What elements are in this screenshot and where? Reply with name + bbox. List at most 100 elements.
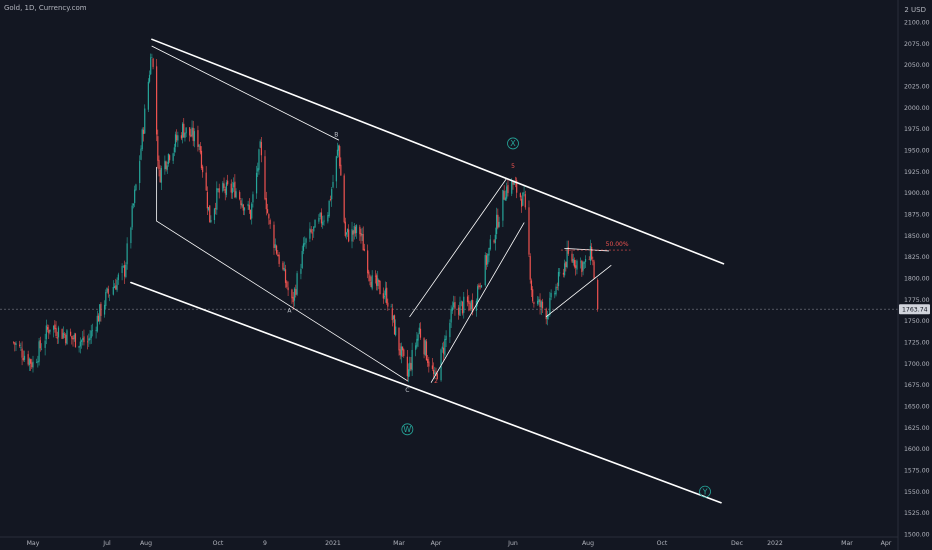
trendline[interactable] bbox=[564, 247, 610, 252]
candle-body bbox=[319, 212, 321, 217]
candle-body bbox=[278, 254, 280, 264]
last-price-value: 1763.74 bbox=[902, 307, 928, 314]
candle-body bbox=[231, 188, 234, 194]
candle-body bbox=[378, 279, 380, 282]
candle-body bbox=[376, 275, 378, 286]
candle-body bbox=[345, 232, 348, 235]
candle-body bbox=[148, 74, 151, 82]
candle-body bbox=[19, 344, 21, 346]
candle-body bbox=[513, 182, 515, 185]
candle-body bbox=[472, 300, 474, 313]
candle-body bbox=[320, 212, 323, 224]
candle-body bbox=[393, 315, 396, 335]
candle-body bbox=[419, 328, 422, 338]
price-tick-label: 1825.00 bbox=[904, 254, 930, 261]
candle-body bbox=[62, 332, 64, 338]
candle-body bbox=[352, 230, 354, 235]
candle-body bbox=[475, 300, 477, 311]
candle-body bbox=[164, 160, 166, 170]
candle-body bbox=[301, 250, 303, 269]
candle-body bbox=[346, 228, 349, 233]
candle-body bbox=[318, 217, 320, 222]
candle-body bbox=[269, 220, 271, 225]
candle-body bbox=[105, 292, 107, 306]
candle-body bbox=[97, 315, 100, 322]
candle-body bbox=[593, 261, 595, 279]
wave-label: C bbox=[405, 387, 409, 394]
candle-body bbox=[411, 349, 413, 371]
candle-body bbox=[181, 123, 184, 138]
candle-body bbox=[103, 304, 106, 315]
price-tick-label: 1700.00 bbox=[904, 361, 930, 368]
candle-body bbox=[431, 365, 434, 369]
trendline[interactable] bbox=[430, 222, 525, 383]
candle-body bbox=[566, 248, 568, 268]
candle-body bbox=[39, 340, 41, 349]
candle-body bbox=[55, 328, 57, 337]
candle-body bbox=[176, 135, 178, 141]
candle-body bbox=[554, 293, 556, 295]
candle-body bbox=[478, 284, 480, 288]
candle-body bbox=[89, 337, 91, 340]
price-tick-label: 1925.00 bbox=[904, 169, 930, 176]
chart-title: Gold, 1D, Currency.com bbox=[4, 4, 87, 12]
wave-circle-label: Y bbox=[702, 487, 708, 496]
trendline[interactable] bbox=[409, 178, 508, 318]
trendline[interactable] bbox=[130, 281, 722, 504]
candle-body bbox=[369, 275, 371, 282]
candle-body bbox=[493, 240, 495, 243]
candle-body bbox=[45, 325, 47, 340]
candle-body bbox=[277, 254, 279, 257]
trendline[interactable] bbox=[151, 45, 339, 141]
candle-body bbox=[556, 286, 558, 288]
candle-body bbox=[502, 189, 504, 221]
candle-body bbox=[235, 191, 237, 198]
candle-body bbox=[158, 159, 160, 170]
wave-circle bbox=[699, 485, 711, 498]
candle-body bbox=[337, 145, 340, 151]
candle-body bbox=[217, 189, 219, 190]
candle-body bbox=[227, 180, 229, 185]
candle-body bbox=[61, 329, 63, 339]
price-tick-label: 1650.00 bbox=[904, 403, 930, 410]
trendline[interactable] bbox=[151, 38, 725, 265]
candle-body bbox=[157, 136, 159, 161]
candle-body bbox=[95, 330, 97, 331]
price-axis[interactable]: 1500.00 1525.00 1550.00 1575.00 1600.00 1625.… bbox=[897, 0, 930, 550]
candle-body bbox=[215, 208, 217, 210]
candle-body bbox=[185, 127, 187, 134]
candle-body bbox=[180, 135, 183, 139]
price-tick-label: 1600.00 bbox=[904, 446, 930, 453]
candle-body bbox=[583, 262, 585, 264]
trendline[interactable] bbox=[545, 265, 612, 318]
candle-body bbox=[529, 256, 531, 280]
candle-body bbox=[449, 322, 451, 338]
candle-body bbox=[348, 229, 350, 242]
candle-body bbox=[379, 281, 381, 295]
candle-body bbox=[125, 264, 127, 278]
trendline[interactable] bbox=[156, 220, 408, 382]
currency-label[interactable]: 2 USD bbox=[904, 6, 926, 14]
time-axis[interactable]: May Jul Aug Oct 9 2021 Mar Apr Jun Aug Oct Dec 2022 M… bbox=[0, 536, 898, 547]
wave-circle bbox=[401, 423, 414, 436]
candle-body bbox=[444, 338, 446, 356]
annotations: B A C 2 5 50.00% X W Y bbox=[287, 132, 711, 498]
candle-body bbox=[504, 197, 507, 201]
candle-body bbox=[177, 135, 179, 141]
candle-body bbox=[65, 334, 67, 344]
candle-body bbox=[370, 281, 372, 288]
time-tick-label: Aug bbox=[140, 540, 152, 547]
candle-body bbox=[450, 309, 452, 323]
candle-body bbox=[57, 327, 60, 338]
candle-body bbox=[540, 301, 542, 308]
candle-body bbox=[216, 188, 218, 210]
candle-body bbox=[264, 156, 266, 200]
candle-body bbox=[241, 203, 243, 207]
candle-body bbox=[139, 161, 141, 184]
candle-body bbox=[403, 349, 405, 356]
candle-body bbox=[122, 265, 124, 267]
candle-body bbox=[559, 272, 561, 274]
candle-body bbox=[260, 142, 262, 156]
candle-body bbox=[96, 315, 98, 332]
